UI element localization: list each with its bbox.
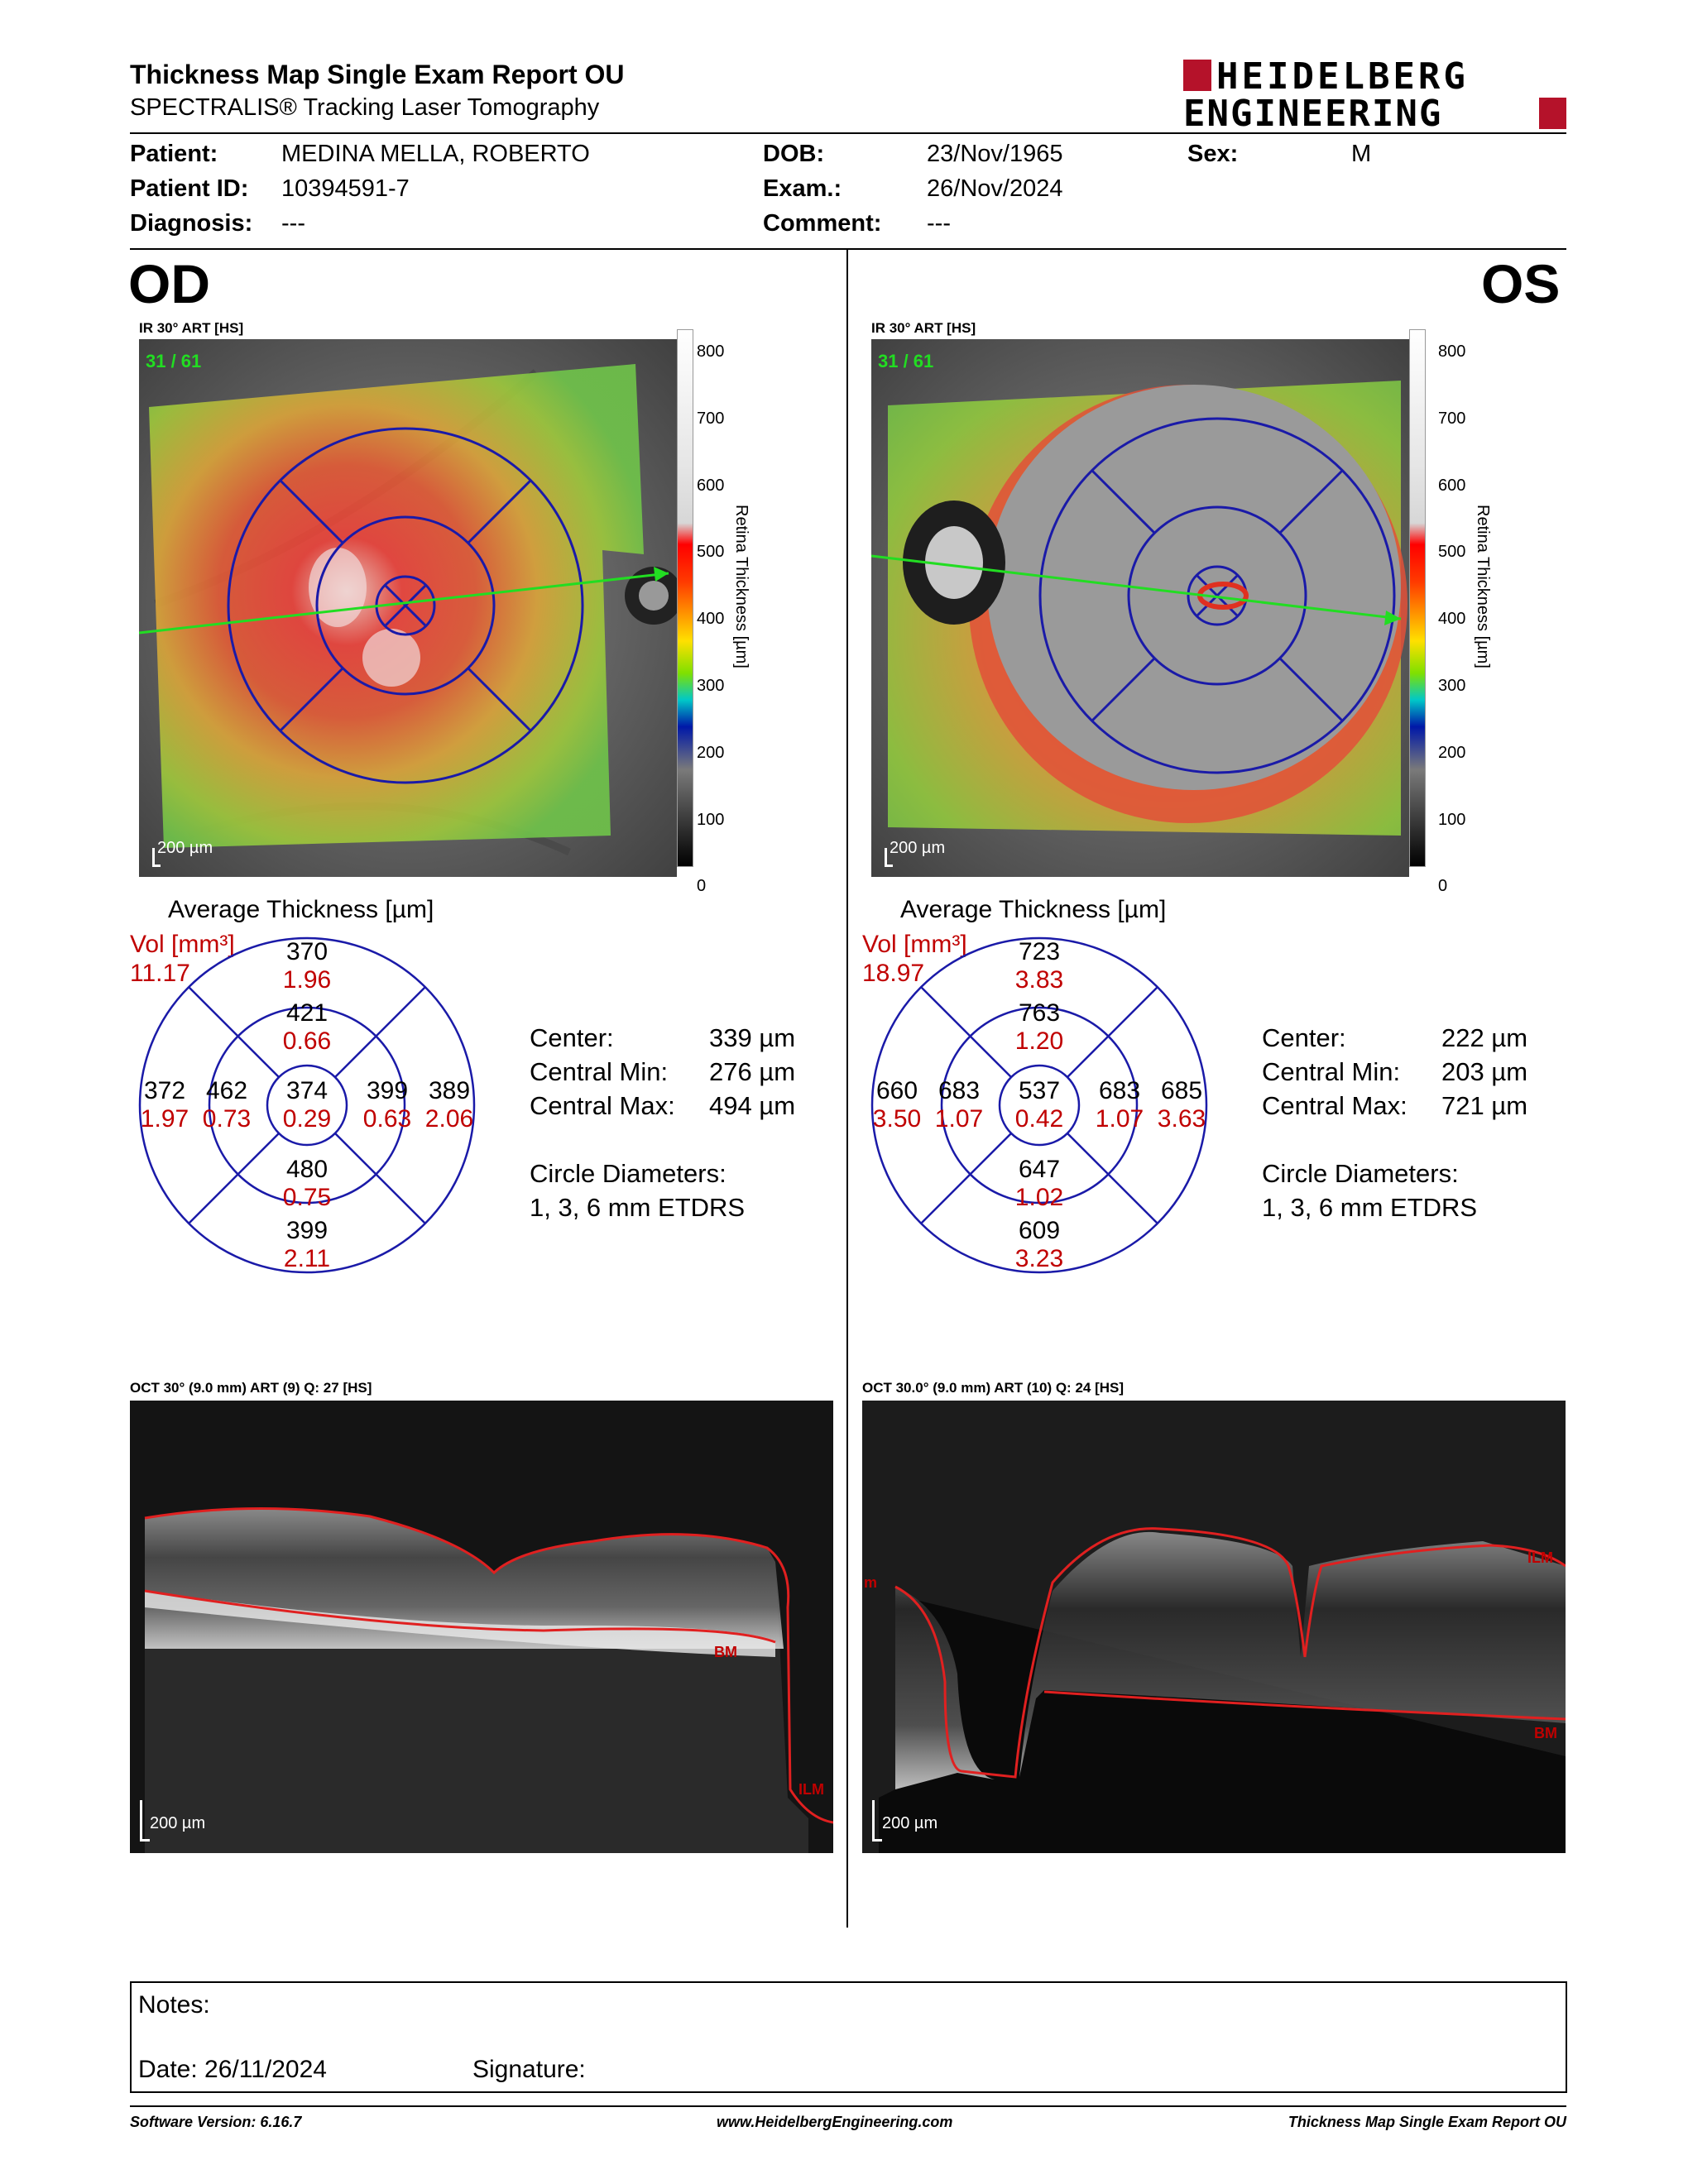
od-outer-superior: 370 1.96 — [282, 938, 332, 994]
os-central-max-value: 721 µm — [1441, 1091, 1528, 1120]
os-thickness-map: 31 / 61 200 µm — [871, 339, 1409, 877]
sex-value: M — [1351, 141, 1372, 167]
website-link[interactable]: www.HeidelbergEngineering.com — [717, 2114, 953, 2130]
od-circle-value: 1, 3, 6 mm ETDRS — [530, 1193, 746, 1222]
os-inner-nasal: 683 1.07 — [1095, 1077, 1144, 1133]
os-ilm-tag: ILM — [1527, 1549, 1553, 1566]
heidelberg-logo: HEIDELBERG ENGINEERING — [1183, 55, 1566, 135]
os-center-value: 222 µm — [1441, 1023, 1528, 1052]
footer-report-name: Thickness Map Single Exam Report OU — [1288, 2114, 1566, 2130]
report-title: Thickness Map Single Exam Report OU — [130, 60, 625, 89]
patient-name: MEDINA MELLA, ROBERTO — [281, 141, 590, 167]
comment-label: Comment: — [763, 210, 882, 237]
dob-value: 23/Nov/1965 — [927, 141, 1063, 167]
od-oct-label: OCT 30° (9.0 mm) ART (9) Q: 27 [HS] — [130, 1380, 372, 1396]
signature-label: Signature: — [472, 2056, 586, 2083]
os-ir-label: IR 30° ART [HS] — [871, 320, 976, 336]
od-inner-inferior: 480 0.75 — [282, 1156, 332, 1211]
dob-label: DOB: — [763, 141, 825, 167]
od-outer-inferior: 399 2.11 — [283, 1217, 331, 1272]
patient-label: Patient: — [130, 141, 218, 167]
od-center-value: 339 µm — [709, 1023, 796, 1052]
od-colorbar-ticks: 800 700 600 500 400 300 200 100 0 — [697, 342, 725, 896]
os-etdrs-grid: 723 3.83 763 1.20 660 3.50 683 1.07 537 0.42 … — [870, 936, 1208, 1274]
os-eye-label: OS — [1481, 253, 1561, 314]
exam-label: Exam.: — [763, 175, 842, 202]
od-colorbar-axis-label: Retina Thickness [µm] — [732, 505, 750, 668]
os-colorbar-axis-label: Retina Thickness [µm] — [1474, 505, 1492, 668]
od-avg-thickness-title: Average Thickness [µm] — [168, 896, 434, 923]
od-eye-label: OD — [128, 253, 210, 314]
diagnosis-value: --- — [281, 210, 305, 237]
os-inner-inferior: 647 1.02 — [1014, 1156, 1064, 1211]
od-outer-nasal: 389 2.06 — [424, 1077, 474, 1133]
od-oct-bscan: BM ILM 200 µm — [130, 1401, 833, 1853]
os-inner-superior: 763 1.20 — [1014, 999, 1064, 1055]
os-central-min-value: 203 µm — [1441, 1057, 1528, 1086]
logo-line2: ENGINEERING — [1183, 93, 1442, 129]
patient-id-label: Patient ID: — [130, 175, 249, 202]
od-center-label: Center: — [530, 1023, 614, 1052]
os-circle-value: 1, 3, 6 mm ETDRS — [1262, 1193, 1478, 1222]
od-thickness-map: 31 / 61 200 µm — [139, 339, 677, 877]
od-color-bar — [677, 329, 693, 867]
od-inner-nasal: 399 0.63 — [362, 1077, 412, 1133]
os-map-scale: 200 µm — [890, 839, 946, 857]
od-bm-tag: BM — [714, 1644, 737, 1660]
logo-line1: HEIDELBERG — [1216, 60, 1469, 98]
od-inner-superior: 421 0.66 — [282, 999, 332, 1055]
os-oct-label: OCT 30.0° (9.0 mm) ART (10) Q: 24 [HS] — [862, 1380, 1125, 1396]
os-central-min-label: Central Min: — [1262, 1057, 1401, 1086]
os-vol-total: 18.97 — [862, 960, 925, 987]
od-central-max-value: 494 µm — [709, 1091, 796, 1120]
os-circle-label: Circle Diameters: — [1262, 1159, 1459, 1188]
os-center: 537 0.42 — [1014, 1077, 1064, 1133]
od-vol-label: Vol [mm³] — [130, 931, 235, 958]
os-outer-nasal: 685 3.63 — [1157, 1077, 1206, 1133]
od-vol-total: 11.17 — [130, 960, 190, 987]
os-oct-scale: 200 µm — [882, 1814, 938, 1832]
sex-label: Sex: — [1187, 141, 1239, 167]
exam-value: 26/Nov/2024 — [927, 175, 1063, 202]
od-inner-temporal: 462 0.73 — [202, 1077, 252, 1133]
os-m-tag: m — [864, 1574, 878, 1591]
os-color-bar — [1409, 329, 1426, 867]
diagnosis-label: Diagnosis: — [130, 210, 253, 237]
od-outer-temporal: 372 1.97 — [140, 1077, 189, 1133]
od-etdrs-grid: 370 1.96 421 0.66 372 1.97 462 0.73 374 0.29 … — [138, 936, 476, 1274]
od-map-scale: 200 µm — [157, 839, 213, 857]
od-central-min-value: 276 µm — [709, 1057, 796, 1086]
notes-box[interactable]: Notes: Date: 26/11/2024 Signature: — [130, 1981, 1567, 2093]
os-bm-tag: BM — [1534, 1725, 1557, 1741]
os-colorbar-ticks: 800 700 600 500 400 300 200 100 0 — [1438, 342, 1466, 896]
od-center: 374 0.29 — [282, 1077, 332, 1133]
os-outer-inferior: 609 3.23 — [1014, 1217, 1064, 1272]
od-circle-label: Circle Diameters: — [530, 1159, 727, 1188]
od-central-max-label: Central Max: — [530, 1091, 675, 1120]
notes-label: Notes: — [138, 1991, 210, 2019]
os-vol-label: Vol [mm³] — [862, 931, 967, 958]
center-divider — [846, 250, 848, 1928]
os-outer-temporal: 660 3.50 — [872, 1077, 922, 1133]
os-outer-superior: 723 3.83 — [1014, 938, 1064, 994]
patient-id: 10394591-7 — [281, 175, 410, 202]
os-oct-bscan: m ILM BM 200 µm — [862, 1401, 1566, 1853]
od-ilm-tag: ILM — [798, 1781, 824, 1798]
os-frame-counter: 31 / 61 — [878, 351, 934, 371]
od-ir-label: IR 30° ART [HS] — [139, 320, 244, 336]
date-label: Date: 26/11/2024 — [138, 2056, 327, 2083]
os-inner-temporal: 683 1.07 — [934, 1077, 984, 1133]
comment-value: --- — [927, 210, 951, 237]
os-avg-thickness-title: Average Thickness [µm] — [900, 896, 1167, 923]
od-central-min-label: Central Min: — [530, 1057, 669, 1086]
os-central-max-label: Central Max: — [1262, 1091, 1407, 1120]
os-center-label: Center: — [1262, 1023, 1346, 1052]
software-version: Software Version: 6.16.7 — [130, 2114, 302, 2130]
report-subtitle: SPECTRALIS® Tracking Laser Tomography — [130, 94, 600, 121]
od-oct-scale: 200 µm — [150, 1814, 206, 1832]
od-frame-counter: 31 / 61 — [146, 351, 202, 371]
